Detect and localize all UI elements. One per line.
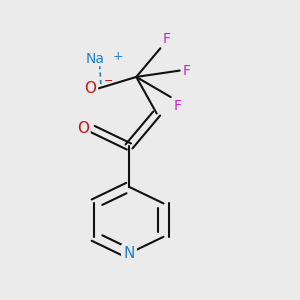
Text: O: O	[77, 122, 89, 136]
Text: F: F	[173, 99, 181, 113]
Text: F: F	[163, 32, 171, 46]
Text: −: −	[104, 76, 113, 85]
Text: N: N	[123, 246, 135, 261]
Text: Na: Na	[86, 52, 105, 65]
Text: +: +	[112, 50, 123, 63]
Text: O: O	[85, 81, 97, 96]
Text: F: F	[182, 64, 190, 77]
